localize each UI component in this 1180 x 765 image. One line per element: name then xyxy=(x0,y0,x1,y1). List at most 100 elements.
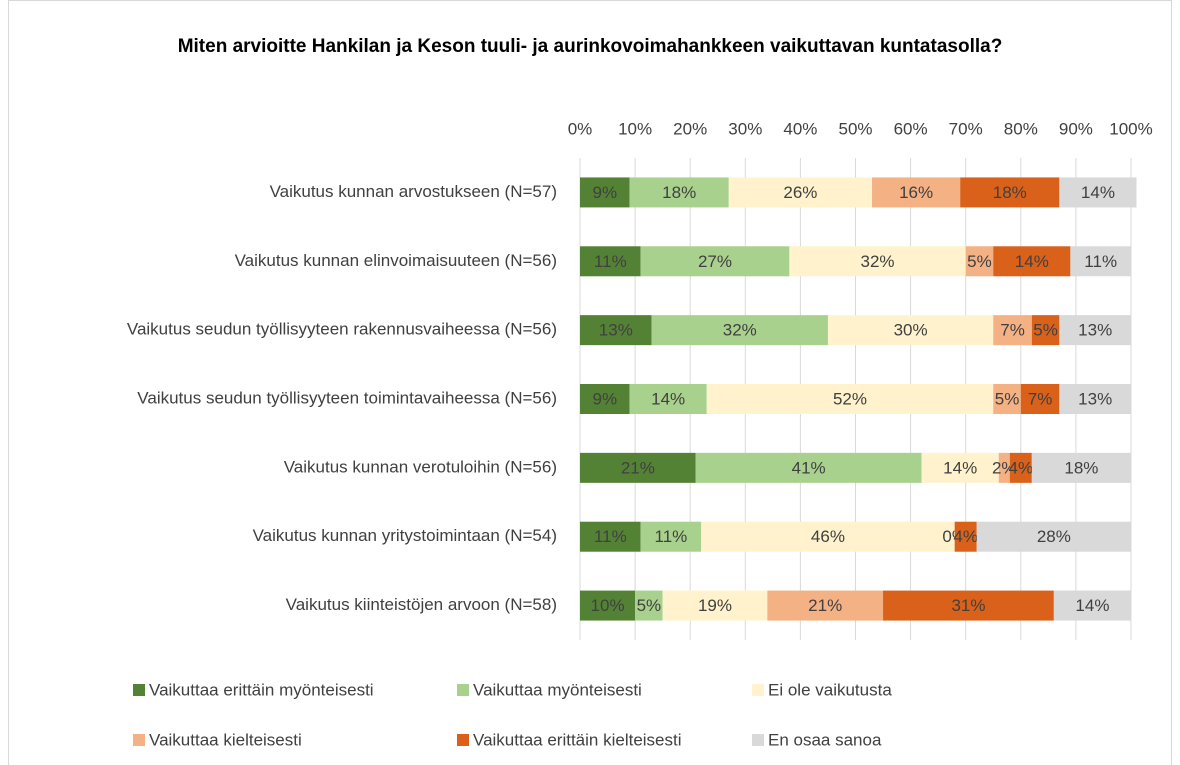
legend-label: Ei ole vaikutusta xyxy=(768,680,892,699)
data-label: 11% xyxy=(594,527,627,546)
data-label: 28% xyxy=(1037,527,1071,546)
data-label: 32% xyxy=(723,321,757,340)
data-label: 9% xyxy=(593,183,618,202)
y-tick-label: Vaikutus kunnan elinvoimaisuuteen (N=56) xyxy=(235,251,557,270)
data-label: 18% xyxy=(662,183,696,202)
x-tick-label: 0% xyxy=(568,119,593,138)
bar-segment xyxy=(827,315,994,346)
data-label: 11% xyxy=(594,252,627,271)
bar-segment xyxy=(1059,384,1131,414)
bar-segment xyxy=(993,315,1032,346)
data-label: 11% xyxy=(1084,252,1117,271)
y-tick-label: Vaikutus kunnan arvostukseen (N=57) xyxy=(270,182,557,201)
y-tick-label: Vaikutus kunnan verotuloihin (N=56) xyxy=(284,457,557,476)
bar-segment xyxy=(1031,315,1060,346)
bar-segment xyxy=(1009,452,1032,483)
bar-segment xyxy=(1020,384,1060,414)
chart-frame xyxy=(8,0,1172,765)
bar-segment xyxy=(1059,177,1137,208)
bar-segment xyxy=(767,590,884,621)
data-label: 21% xyxy=(808,596,842,615)
data-label: 19% xyxy=(698,596,732,615)
bar-segment xyxy=(580,590,636,621)
bar-segment xyxy=(789,246,966,277)
data-label: 4% xyxy=(1009,458,1034,477)
x-tick-label: 50% xyxy=(838,119,872,138)
bar-segment xyxy=(640,246,790,277)
x-tick-label: 60% xyxy=(894,119,928,138)
legend-swatch xyxy=(457,684,469,696)
bar-segment xyxy=(580,315,652,346)
bar-segment xyxy=(629,177,729,208)
legend-swatch xyxy=(457,734,469,746)
bar-segment xyxy=(580,177,630,208)
bar-segment xyxy=(883,590,1054,621)
bar-segment xyxy=(960,177,1060,208)
bar-segment xyxy=(635,590,663,621)
legend-swatch xyxy=(752,684,764,696)
data-label: 14% xyxy=(1075,596,1109,615)
bar-segment xyxy=(954,521,977,552)
legend-swatch xyxy=(133,734,145,746)
bar-segment xyxy=(701,521,955,552)
data-label: 13% xyxy=(1078,321,1112,340)
x-tick-label: 80% xyxy=(1004,119,1038,138)
bar-segment xyxy=(580,452,696,483)
data-label: 5% xyxy=(995,389,1020,408)
x-tick-label: 90% xyxy=(1059,119,1093,138)
data-label: 7% xyxy=(1000,321,1025,340)
data-label: 52% xyxy=(833,389,867,408)
bar-segment xyxy=(706,384,994,414)
data-label: 14% xyxy=(1081,183,1115,202)
data-label: 14% xyxy=(651,389,685,408)
bar-segment xyxy=(629,384,707,414)
x-tick-label: 40% xyxy=(783,119,817,138)
bar-segment xyxy=(580,246,641,277)
y-tick-label: Vaikutus seudun työllisyyteen toimintava… xyxy=(137,388,557,407)
x-tick-label: 10% xyxy=(618,119,652,138)
data-label: 32% xyxy=(861,252,895,271)
data-label: 5% xyxy=(967,252,992,271)
data-label: 27% xyxy=(698,252,732,271)
bar-segment xyxy=(921,452,999,483)
legend-swatch xyxy=(752,734,764,746)
data-label: 14% xyxy=(1015,252,1049,271)
bar-segment xyxy=(872,177,961,208)
data-label: 30% xyxy=(894,321,928,340)
x-tick-label: 30% xyxy=(728,119,762,138)
bar-segment xyxy=(651,315,828,346)
data-label: 41% xyxy=(792,458,826,477)
bar-segment xyxy=(580,521,641,552)
bar-segment xyxy=(580,384,630,414)
bar-segment xyxy=(965,246,994,277)
data-label: 4% xyxy=(953,527,978,546)
data-label: 16% xyxy=(899,183,933,202)
data-label: 9% xyxy=(593,389,618,408)
legend-label: Vaikuttaa erittäin kielteisesti xyxy=(473,730,682,749)
data-label: 18% xyxy=(1064,458,1098,477)
bar-segment xyxy=(695,452,922,483)
data-label: 31% xyxy=(951,596,985,615)
bar-segment xyxy=(1059,315,1131,346)
legend-swatch xyxy=(133,684,145,696)
bar-segment xyxy=(662,590,768,621)
data-label: 46% xyxy=(811,527,845,546)
bar-segment xyxy=(1031,452,1131,483)
data-label: 7% xyxy=(1028,389,1053,408)
legend-label: Vaikuttaa myönteisesti xyxy=(473,680,642,699)
data-label: 21% xyxy=(621,458,655,477)
bar-segment xyxy=(993,246,1071,277)
bar-segment xyxy=(1053,590,1131,621)
bar-segment xyxy=(998,452,1010,483)
bar-segment xyxy=(993,384,1021,414)
bar-segment xyxy=(976,521,1131,552)
x-tick-label: 70% xyxy=(949,119,983,138)
data-label: 13% xyxy=(599,321,633,340)
x-tick-label: 20% xyxy=(673,119,707,138)
data-label: 13% xyxy=(1078,389,1112,408)
legend-label: Vaikuttaa kielteisesti xyxy=(149,730,302,749)
data-label: 11% xyxy=(655,527,688,546)
data-label: 26% xyxy=(783,183,817,202)
y-tick-label: Vaikutus seudun työllisyyteen rakennusva… xyxy=(127,320,557,339)
